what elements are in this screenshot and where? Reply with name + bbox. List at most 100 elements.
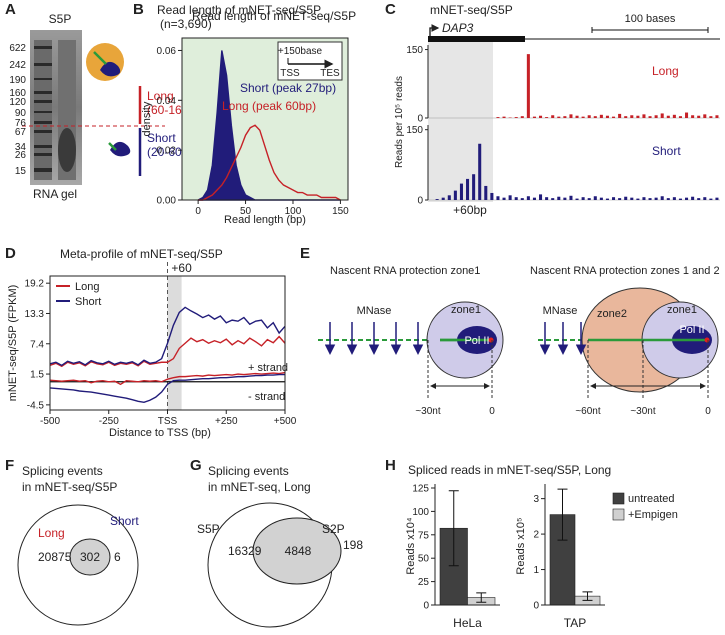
track-bar (502, 116, 506, 118)
pol-ii-label: Pol II (464, 335, 489, 347)
track-bar (581, 197, 585, 200)
category-label: TAP (564, 616, 586, 630)
series-line (49, 335, 286, 368)
y-tick-label: 13.3 (25, 309, 45, 320)
diagram-title: Nascent RNA protection zones 1 and 2 (530, 265, 720, 277)
series-line (49, 373, 285, 404)
chart-subtitle: (n=3,690) (160, 17, 212, 31)
y-tick-label: 0 (533, 601, 539, 612)
track-bar (575, 115, 579, 118)
error-bar (557, 488, 568, 541)
x-tick-label: 50 (240, 206, 252, 217)
y-axis-label: Reads per 10⁵ reads (394, 76, 405, 168)
track-bar (660, 113, 664, 118)
zone-label: zone2 (597, 308, 627, 320)
gel-xlabel: RNA gel (33, 187, 77, 201)
venn-count: 302 (80, 550, 100, 564)
venn-set-label: Short (110, 514, 139, 528)
venn-set (252, 517, 342, 585)
gel-lane (34, 40, 52, 180)
zone-label: zone1 (667, 304, 697, 316)
y-tick-label: 75 (418, 530, 430, 541)
track-bar (678, 198, 682, 200)
panel-label: C (385, 1, 396, 18)
y-axis-label: Reads x10⁵ (515, 517, 527, 574)
x-tick-label: -500 (40, 416, 60, 427)
track-bar (685, 197, 689, 200)
gene-name: DAP3 (442, 21, 474, 35)
track-bar (587, 115, 591, 118)
legend-label: Short (75, 296, 101, 308)
chart-title: mNET-seq/S5P (430, 3, 513, 17)
x-tick-label: 150 (332, 206, 349, 217)
y-tick-label: 2 (533, 530, 539, 541)
distance-label: ~30nt (415, 406, 441, 417)
track-bar (563, 197, 567, 200)
polymerase-icon (100, 61, 121, 77)
x-axis-label: Distance to TSS (bp) (109, 427, 211, 439)
track-bar (624, 196, 628, 200)
marker-label: 15 (15, 166, 27, 177)
track-bar (685, 112, 689, 118)
track-bar (563, 116, 567, 118)
panel-label: G (190, 457, 202, 474)
panel-label: A (5, 1, 16, 18)
venn-set (69, 538, 111, 576)
y-tick-label: 1 (533, 565, 539, 576)
venn-title: Splicing events (22, 464, 103, 478)
track-bar (599, 197, 603, 200)
track-bar (612, 116, 616, 118)
track-bar (618, 113, 622, 118)
track-bar (532, 116, 536, 118)
track-bar (435, 199, 439, 200)
venn-count: 198 (343, 538, 363, 552)
track-bar (715, 115, 719, 118)
track-bar (642, 197, 646, 200)
y-tick-label: 0.00 (157, 196, 177, 207)
venn: Splicing events in mNET-seq/S5P Long Sho… (17, 464, 139, 626)
track-bar (599, 114, 603, 118)
y-axis-label: mNET-seq/S5P (FPKM) (7, 285, 19, 402)
scale-label: 100 bases (625, 13, 676, 25)
track-bar (575, 198, 579, 200)
track-bar (539, 115, 543, 118)
short-label: Short (147, 131, 176, 145)
x-tick-label: -250 (99, 416, 119, 427)
venn-title: Splicing events (208, 464, 289, 478)
track-bar (703, 114, 707, 118)
y-tick-label: 125 (412, 484, 429, 495)
track-bar (648, 198, 652, 200)
track-bar (459, 183, 463, 200)
gel-smear (58, 128, 76, 172)
distance-label: 0 (489, 406, 495, 417)
pol-ii-label: Pol II (679, 324, 704, 336)
track-bar (636, 198, 640, 200)
chart-title: Read length of mNET-seq/S5P (157, 3, 321, 17)
marker-label: 160 (9, 88, 26, 99)
tss-region (428, 40, 493, 202)
marker-label: 242 (9, 60, 26, 71)
polymerase-icon (110, 141, 131, 157)
legend-swatch (612, 508, 625, 521)
track-bar (514, 197, 518, 200)
y-axis-label: Reads x10⁴ (405, 517, 417, 575)
strand-label: - strand (248, 391, 285, 403)
track-bar (672, 114, 676, 118)
panel-label: H (385, 457, 396, 474)
venn-count: 4848 (285, 544, 312, 558)
panel-label: B (133, 1, 144, 18)
y-tick-label: 0.02 (157, 146, 177, 157)
y-tick-label: 1.5 (30, 370, 44, 381)
chart-title: Read length of mNET-seq/S5P (192, 9, 356, 23)
y-tick-label: 0 (417, 114, 423, 125)
marker-label: 622 (9, 43, 26, 54)
track-bar (605, 115, 609, 118)
track-bar (526, 54, 530, 118)
y-tick-label: 150 (406, 125, 423, 136)
venn-set-label: S2P (322, 522, 345, 536)
track-bar (605, 198, 609, 200)
rna-3-end (704, 337, 710, 343)
chart-title: Spliced reads in mNET-seq/S5P, Long (408, 463, 611, 477)
highlight-label: +60 (171, 261, 192, 275)
